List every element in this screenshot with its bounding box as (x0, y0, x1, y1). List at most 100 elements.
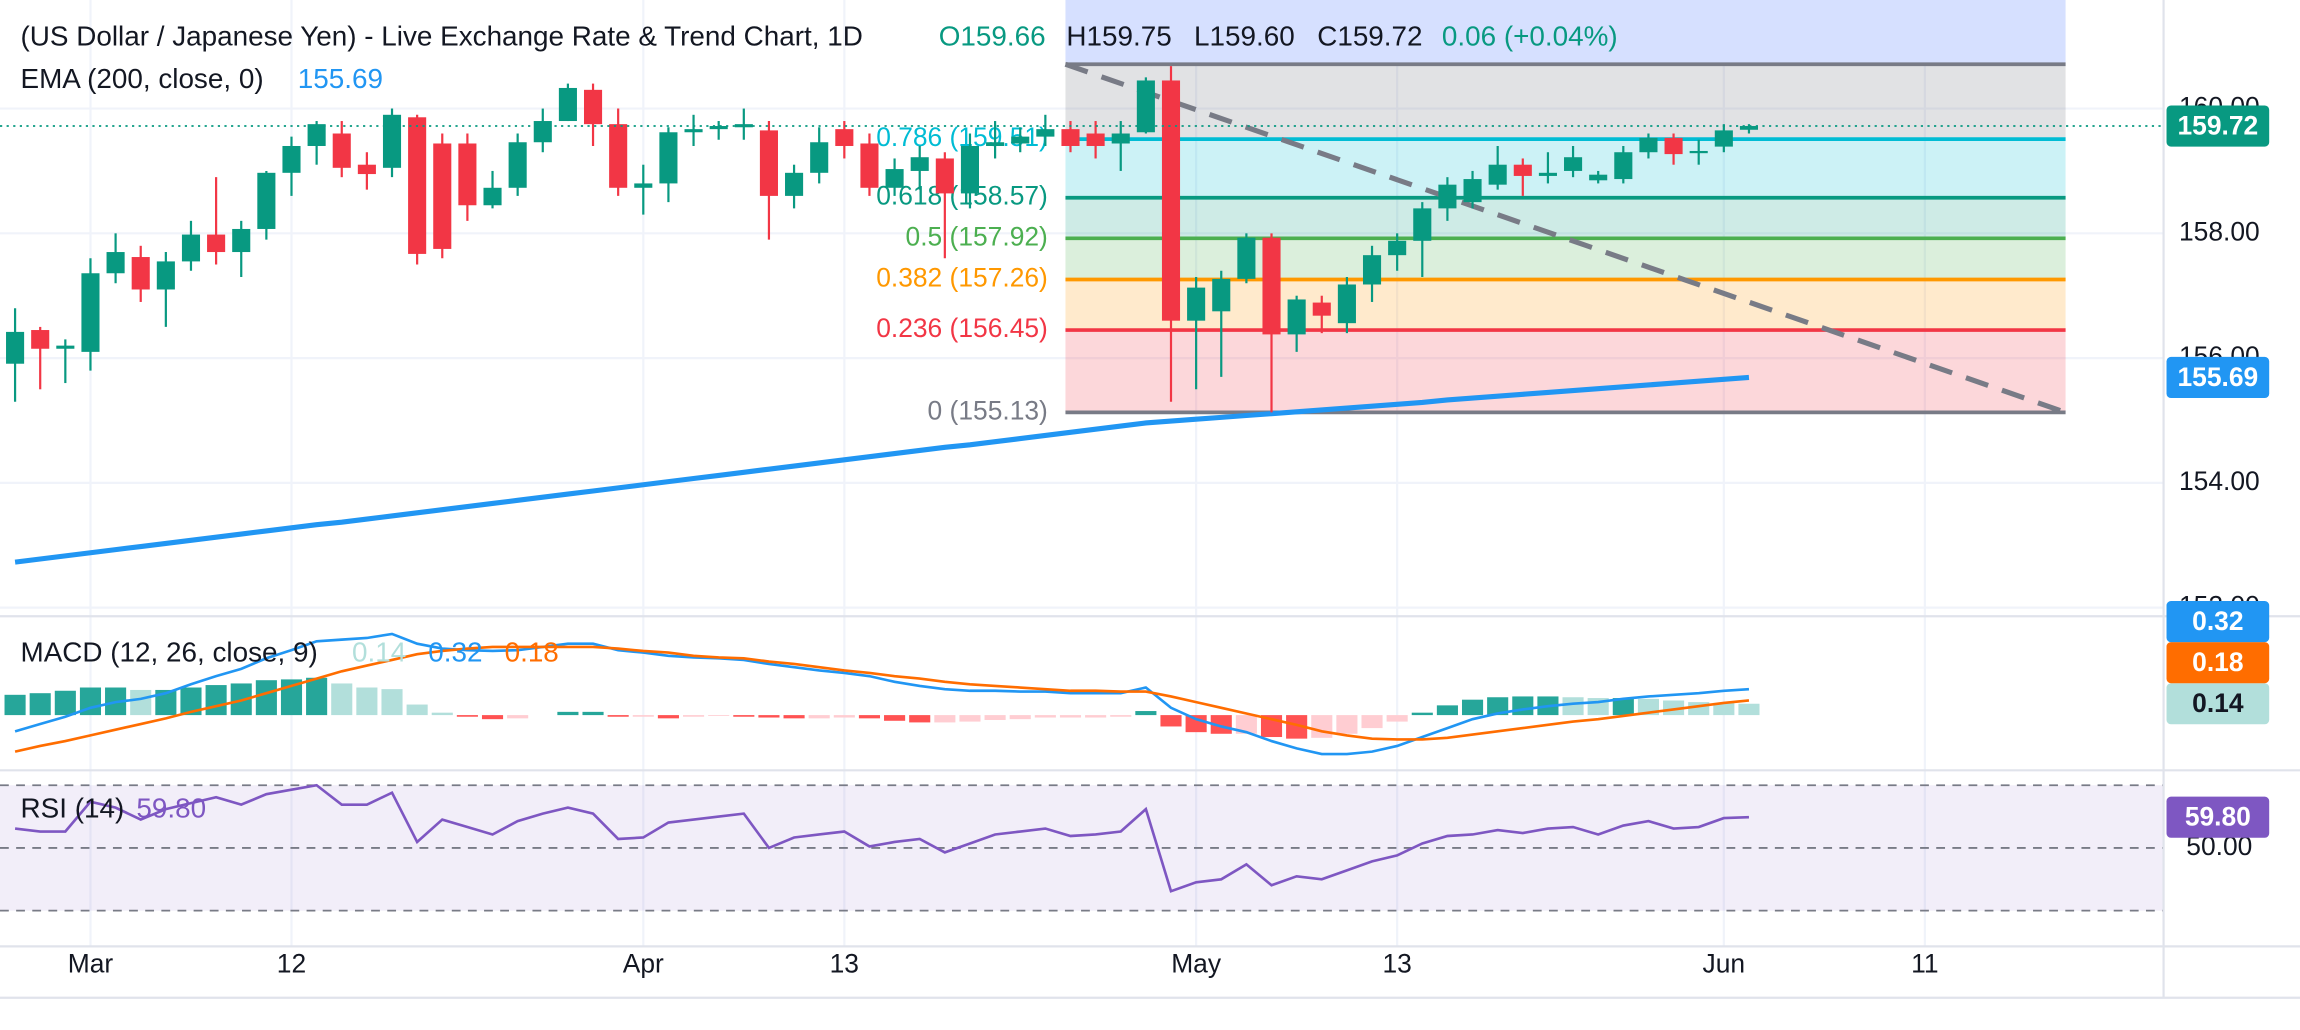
histogram-bar (155, 689, 177, 716)
fib-zone (1065, 197, 2066, 239)
candle-body (232, 228, 251, 253)
candle-body (382, 114, 402, 168)
legend-entry: MACD (12, 26, close, 9) (21, 637, 318, 668)
candle-body (659, 132, 678, 184)
histogram-bar (1110, 715, 1132, 717)
candle-body (207, 234, 226, 253)
candle-body (483, 187, 502, 206)
candle-body (910, 157, 929, 171)
histogram-bar (205, 685, 227, 716)
candle-body (1689, 150, 1708, 154)
legend-entry: EMA (200, close, 0) (21, 63, 264, 94)
histogram-bar (331, 683, 353, 716)
histogram-bar (481, 715, 504, 720)
candle-body (1589, 174, 1608, 181)
price-label-box (2166, 601, 2270, 643)
trendline (1064, 61, 2067, 415)
candle-body (1538, 172, 1557, 176)
histogram-bar (632, 715, 654, 717)
candle-body (56, 345, 75, 349)
candle-body (634, 183, 653, 188)
histogram-bar (607, 715, 629, 717)
histogram-bar (1059, 715, 1082, 718)
candle-body (785, 172, 804, 196)
price-label-box (2166, 105, 2270, 147)
candle-body (332, 133, 351, 168)
candle-body (1011, 136, 1030, 144)
candle-body (181, 234, 201, 262)
candle-body (1362, 255, 1382, 285)
x-tick-label: 11 (1911, 948, 1938, 978)
candle-body (1086, 133, 1105, 146)
legends: (US Dollar / Japanese Yen) - Live Exchan… (21, 21, 1618, 824)
legend-value: 59.80 (136, 792, 206, 823)
fib-label: 0.382 (157.26) (876, 262, 1048, 292)
histogram-bar (1386, 715, 1408, 722)
fib-zone (1065, 279, 2066, 331)
price-label: 155.69 (2178, 362, 2259, 392)
histogram-bar (255, 680, 277, 716)
candle-body (156, 261, 175, 290)
candle-body (1036, 129, 1055, 137)
histogram-bar (783, 715, 805, 719)
histogram-bar (934, 715, 956, 723)
histogram-bar (1612, 698, 1634, 716)
price-pane: 0.786 (159.51)0.618 (158.57)0.5 (157.92)… (0, 0, 2164, 565)
histogram-bar (29, 693, 51, 716)
histogram-bar (884, 715, 906, 721)
grid (0, 0, 2164, 947)
candle-body (1413, 208, 1432, 241)
ema-line (14, 374, 1750, 565)
candle-body (1136, 80, 1155, 133)
histogram-bar (1034, 715, 1056, 718)
candle-body (1262, 237, 1281, 335)
histogram-bar (79, 687, 102, 716)
macd-line (14, 645, 1750, 753)
candle-body (1664, 137, 1683, 155)
candle-body (1187, 287, 1206, 321)
histogram-bar (1663, 700, 1685, 716)
histogram-bar (1009, 715, 1031, 720)
candle-body (1714, 130, 1733, 147)
y-tick-label: 158.00 (2179, 216, 2260, 246)
price-label: 159.72 (2178, 110, 2259, 140)
candle-body (1061, 129, 1080, 146)
candle-body (1488, 164, 1507, 185)
fib-zone (1065, 64, 2066, 140)
candle-body (1639, 137, 1658, 153)
histogram-bar (858, 715, 881, 719)
candle-body (1614, 152, 1633, 180)
histogram-bar (507, 715, 529, 719)
price-label: 59.80 (2185, 802, 2251, 832)
candle-body (684, 129, 703, 133)
histogram-bar (833, 715, 855, 718)
candle-body (935, 158, 954, 194)
histogram-bar (1085, 715, 1107, 718)
fib-label: 0.5 (157.92) (906, 221, 1048, 251)
ohlc-close: C159.72 (1317, 21, 1422, 52)
candle-body (357, 164, 376, 175)
candle-body (508, 142, 527, 188)
candle-body (810, 142, 829, 173)
histogram-bar (557, 711, 579, 716)
legend-value: 0.14 (352, 637, 406, 668)
macd-line (14, 632, 1750, 756)
histogram-bar (708, 715, 730, 716)
candle-body (131, 257, 150, 290)
histogram-bar (1487, 697, 1509, 716)
candle-body (1463, 179, 1482, 203)
candle-body (106, 252, 125, 274)
histogram-bar (1411, 712, 1433, 716)
histogram-bar (733, 715, 755, 717)
price-label: 0.18 (2192, 647, 2243, 677)
histogram-bar (431, 712, 453, 716)
candle-body (734, 124, 753, 128)
histogram-bar (381, 689, 403, 716)
fib-zone (1065, 330, 2066, 413)
histogram-bar (808, 715, 830, 719)
price-label: 0.32 (2192, 606, 2243, 636)
histogram-bar (306, 677, 328, 716)
candle-body (458, 143, 477, 206)
